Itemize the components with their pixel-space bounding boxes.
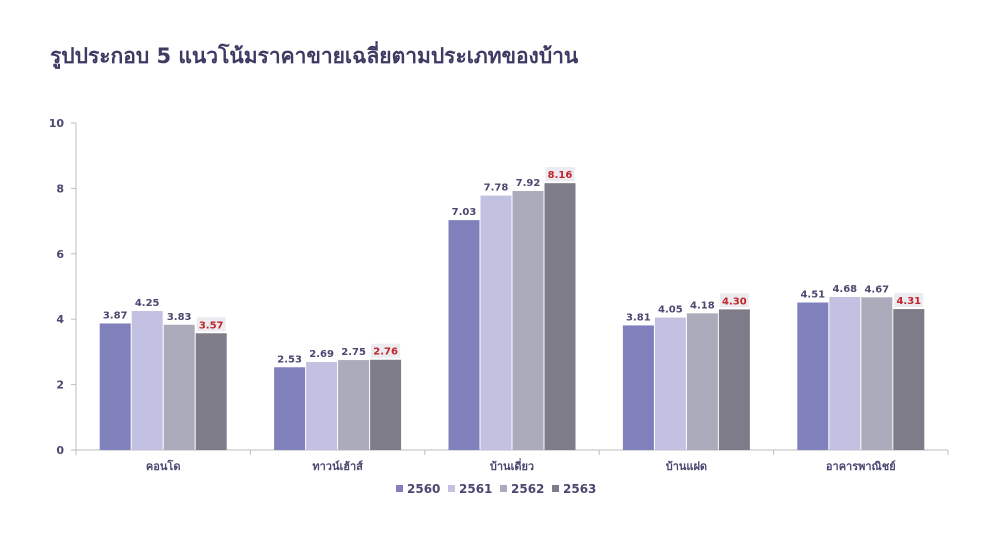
data-label: 4.05 bbox=[658, 305, 683, 316]
data-label: 3.87 bbox=[103, 310, 128, 321]
x-category-label: คอนโด bbox=[146, 459, 181, 473]
y-tick-label: 2 bbox=[56, 379, 64, 392]
bar bbox=[131, 311, 163, 450]
data-label-highlight-bg bbox=[371, 343, 401, 358]
data-label: 4.25 bbox=[135, 298, 160, 309]
legend: 2560 2561 2562 2563 bbox=[396, 482, 596, 496]
data-label: 4.67 bbox=[864, 284, 889, 295]
data-label: 4.68 bbox=[832, 284, 857, 295]
data-label: 3.83 bbox=[167, 312, 192, 323]
bar bbox=[195, 333, 227, 450]
bar bbox=[370, 359, 402, 450]
legend-swatch bbox=[396, 485, 403, 492]
data-label: 2.53 bbox=[277, 354, 302, 365]
data-label: 3.81 bbox=[626, 312, 651, 323]
bar bbox=[163, 324, 195, 450]
bar bbox=[512, 191, 544, 451]
x-axis: คอนโด ทาวน์เฮ้าส์ บ้านเดี่ยว บ้านแฝด อาคารพา… bbox=[75, 449, 949, 473]
x-category-label: ทาวน์เฮ้าส์ bbox=[312, 460, 363, 473]
x-category-label: บ้านแฝด bbox=[666, 460, 707, 473]
data-label: 2.76 bbox=[373, 347, 398, 358]
data-label: 3.57 bbox=[199, 320, 224, 331]
bar bbox=[544, 183, 576, 450]
data-label: 7.03 bbox=[452, 207, 477, 218]
legend-swatch bbox=[500, 485, 507, 492]
data-label: 4.31 bbox=[896, 296, 921, 307]
data-label: 2.69 bbox=[309, 349, 334, 360]
bar bbox=[718, 309, 750, 450]
legend-label: 2560 bbox=[407, 482, 440, 496]
x-category-label: บ้านเดี่ยว bbox=[490, 458, 534, 473]
bar bbox=[893, 309, 925, 450]
bar bbox=[448, 220, 480, 450]
y-tick-label: 0 bbox=[56, 444, 64, 457]
data-label: 4.18 bbox=[690, 300, 715, 311]
legend-swatch bbox=[552, 485, 559, 492]
data-label-highlight-bg bbox=[894, 293, 924, 308]
data-label: 8.16 bbox=[548, 170, 573, 181]
bar bbox=[274, 367, 306, 450]
y-tick-label: 8 bbox=[56, 182, 64, 195]
data-label: 4.30 bbox=[722, 296, 747, 307]
bar bbox=[797, 302, 829, 450]
chart-title: รูปประกอบ 5 แนวโน้มราคาขายเฉลี่ยตามประเภ… bbox=[50, 44, 579, 68]
bar bbox=[306, 362, 338, 450]
y-tick-label: 10 bbox=[49, 117, 65, 130]
data-label-highlight-bg bbox=[196, 317, 226, 332]
y-tick-label: 4 bbox=[56, 313, 64, 326]
bar bbox=[99, 323, 131, 450]
bars: 3.87 2.53 7.03 3.81 4.51 4.25 2.69 7.78 4.05 4.68… bbox=[99, 167, 925, 451]
legend-swatch bbox=[448, 485, 455, 492]
data-label: 2.75 bbox=[341, 347, 366, 358]
x-category-label: อาคารพาณิชย์ bbox=[826, 460, 896, 473]
data-label-highlight-bg bbox=[719, 293, 749, 308]
y-tick-label: 6 bbox=[56, 248, 64, 261]
legend-label: 2561 bbox=[459, 482, 492, 496]
legend-label: 2563 bbox=[563, 482, 596, 496]
bar bbox=[480, 195, 512, 450]
bar bbox=[686, 313, 718, 450]
data-label: 7.92 bbox=[516, 178, 541, 189]
bar bbox=[622, 325, 654, 450]
bar bbox=[654, 317, 686, 450]
data-label: 4.51 bbox=[800, 290, 825, 301]
bar bbox=[829, 296, 861, 450]
legend-label: 2562 bbox=[511, 482, 544, 496]
data-label: 7.78 bbox=[484, 183, 509, 194]
bar bbox=[861, 297, 893, 450]
data-label-highlight-bg bbox=[545, 167, 575, 182]
y-axis: 0 2 4 6 8 10 bbox=[49, 117, 77, 457]
bar bbox=[338, 360, 370, 450]
